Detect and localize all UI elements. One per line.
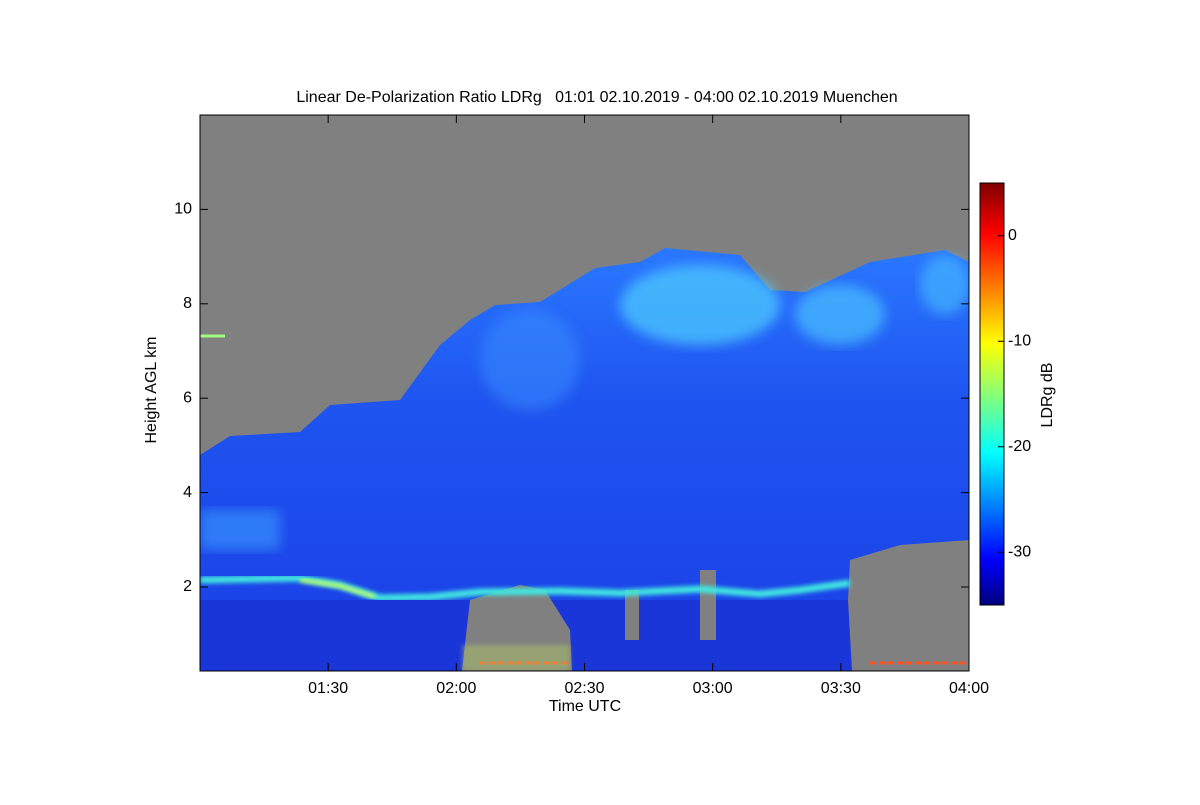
y-axis-label: Height AGL km bbox=[143, 336, 160, 443]
x-tick-label: 01:30 bbox=[308, 680, 348, 697]
x-tick-label: 04:00 bbox=[949, 680, 989, 697]
y-tick-label: 6 bbox=[183, 389, 192, 406]
x-axis-label: Time UTC bbox=[549, 698, 621, 715]
no-signal bbox=[700, 570, 716, 640]
boundary-layer bbox=[200, 600, 969, 671]
no-signal bbox=[625, 590, 639, 640]
y-tick-label: 2 bbox=[183, 578, 192, 595]
aerosol bbox=[200, 510, 280, 550]
colorbar bbox=[979, 182, 1005, 606]
no-signal bbox=[848, 540, 969, 671]
colorbar-tick-label: -20 bbox=[1008, 438, 1031, 455]
cloud bbox=[200, 248, 969, 671]
cloud-base bbox=[299, 578, 376, 599]
y-tick-label: 10 bbox=[174, 201, 192, 218]
colorbar-tick-label: 0 bbox=[1008, 227, 1017, 244]
field bbox=[200, 115, 969, 671]
colorbar-tick-label: -10 bbox=[1008, 332, 1031, 349]
cloud-top bbox=[920, 255, 969, 315]
x-tick-label: 03:30 bbox=[821, 680, 861, 697]
colorbar-tick-label: -30 bbox=[1008, 543, 1031, 560]
y-tick-label: 8 bbox=[183, 295, 192, 312]
x-tick-label: 02:30 bbox=[564, 680, 604, 697]
chart-title: Linear De-Polarization Ratio LDRg 01:01 … bbox=[296, 89, 897, 106]
y-tick-label: 4 bbox=[183, 484, 192, 501]
noise bbox=[462, 645, 570, 671]
x-tick-label: 03:00 bbox=[693, 680, 733, 697]
cloud-streak bbox=[480, 310, 580, 410]
colorbar-label: LDRg dB bbox=[1039, 363, 1056, 428]
cloud-top bbox=[795, 285, 885, 345]
x-tick-label: 02:00 bbox=[436, 680, 476, 697]
cloud-top bbox=[620, 265, 780, 345]
